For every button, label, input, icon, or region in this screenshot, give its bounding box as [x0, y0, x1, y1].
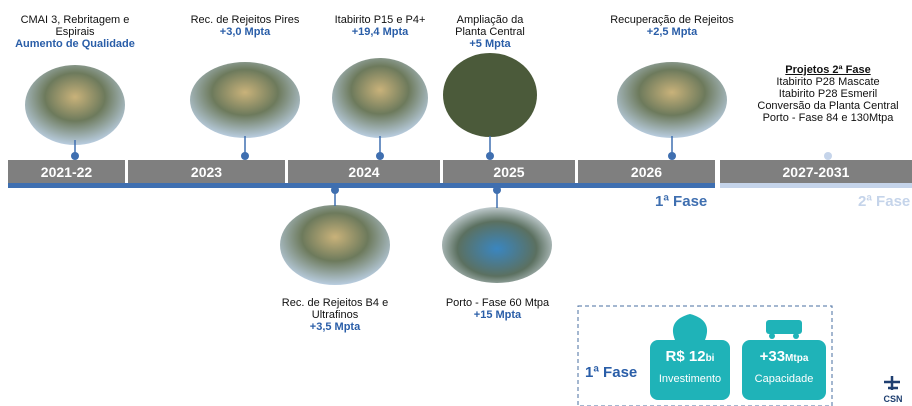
card-unit: bi: [705, 353, 715, 364]
card-number: R$ 12: [665, 348, 706, 365]
project-title: Porto - Fase 60 Mtpa: [445, 297, 550, 309]
phase-label: 1ª Fase: [655, 193, 708, 210]
phase2-item: Porto - Fase 84 e 130Mtpa: [762, 112, 894, 124]
project: Ampliação da Planta Central +5 Mpta: [440, 14, 540, 50]
card-icons: [672, 314, 802, 340]
period: 2026: [630, 164, 663, 180]
phase2-item: Itabirito P28 Mascate: [776, 76, 880, 88]
project-title: CMAI 3, Rebritagem e Espirais: [20, 14, 130, 38]
card: R$ 12bi Investimento: [650, 340, 730, 400]
phase-label: 2ª Fase: [858, 193, 911, 210]
logo-mark: [884, 376, 900, 390]
project: Rec. de Rejeitos Pires +3,0 Mpta: [175, 14, 315, 38]
project-detail: +2,5 Mpta: [646, 26, 698, 38]
project: Porto - Fase 60 Mtpa +15 Mpta: [430, 297, 565, 321]
phase2-item: Conversão da Planta Central: [757, 100, 899, 112]
photos: [25, 53, 727, 285]
project-detail: Aumento de Qualidade: [15, 38, 135, 50]
project-title: Ampliação da Planta Central: [455, 14, 525, 38]
dots: [71, 152, 832, 194]
card-value: R$ 12bi: [650, 348, 730, 365]
card-number: +33: [759, 348, 786, 365]
card: +33Mtpa Capacidade: [742, 340, 826, 400]
phase2-list: Projetos 2ª Fase Itabirito P28 Mascate I…: [748, 64, 908, 124]
card-unit: Mtpa: [785, 353, 809, 364]
project-title: Itabirito P15 e P4+: [334, 14, 426, 26]
card-caption: Capacidade: [754, 373, 814, 385]
project-title: Rec. de Rejeitos B4 e Ultrafinos: [281, 297, 389, 321]
logo: CSN: [883, 394, 903, 404]
project: Recuperação de Rejeitos +2,5 Mpta: [597, 14, 747, 38]
summary-box: [577, 305, 833, 406]
period: 2021-22: [40, 164, 93, 180]
project-title: Recuperação de Rejeitos: [610, 14, 734, 26]
period: 2024: [348, 164, 380, 180]
phase2-title: Projetos 2ª Fase: [785, 64, 871, 76]
project-detail: +5 Mpta: [469, 38, 511, 50]
card-caption: Investimento: [658, 373, 722, 385]
project-title: Rec. de Rejeitos Pires: [190, 14, 300, 26]
period: 2027-2031: [782, 164, 850, 180]
project-detail: +15 Mpta: [473, 309, 522, 321]
project-detail: +19,4 Mpta: [351, 26, 409, 38]
project: Rec. de Rejeitos B4 e Ultrafinos +3,5 Mpt…: [275, 297, 395, 333]
period: 2023: [190, 164, 223, 180]
project: Itabirito P15 e P4+ +19,4 Mpta: [315, 14, 445, 38]
project-detail: +3,0 Mpta: [219, 26, 271, 38]
period: 2025: [493, 164, 525, 180]
summary-label: 1ª Fase: [585, 364, 638, 381]
project-detail: +3,5 Mpta: [309, 321, 361, 333]
timeline-bar: [8, 160, 912, 188]
card-value: +33Mtpa: [742, 348, 826, 365]
project: CMAI 3, Rebritagem e Espirais Aumento de …: [10, 14, 140, 50]
phase2-item: Itabirito P28 Esmeril: [778, 88, 878, 100]
